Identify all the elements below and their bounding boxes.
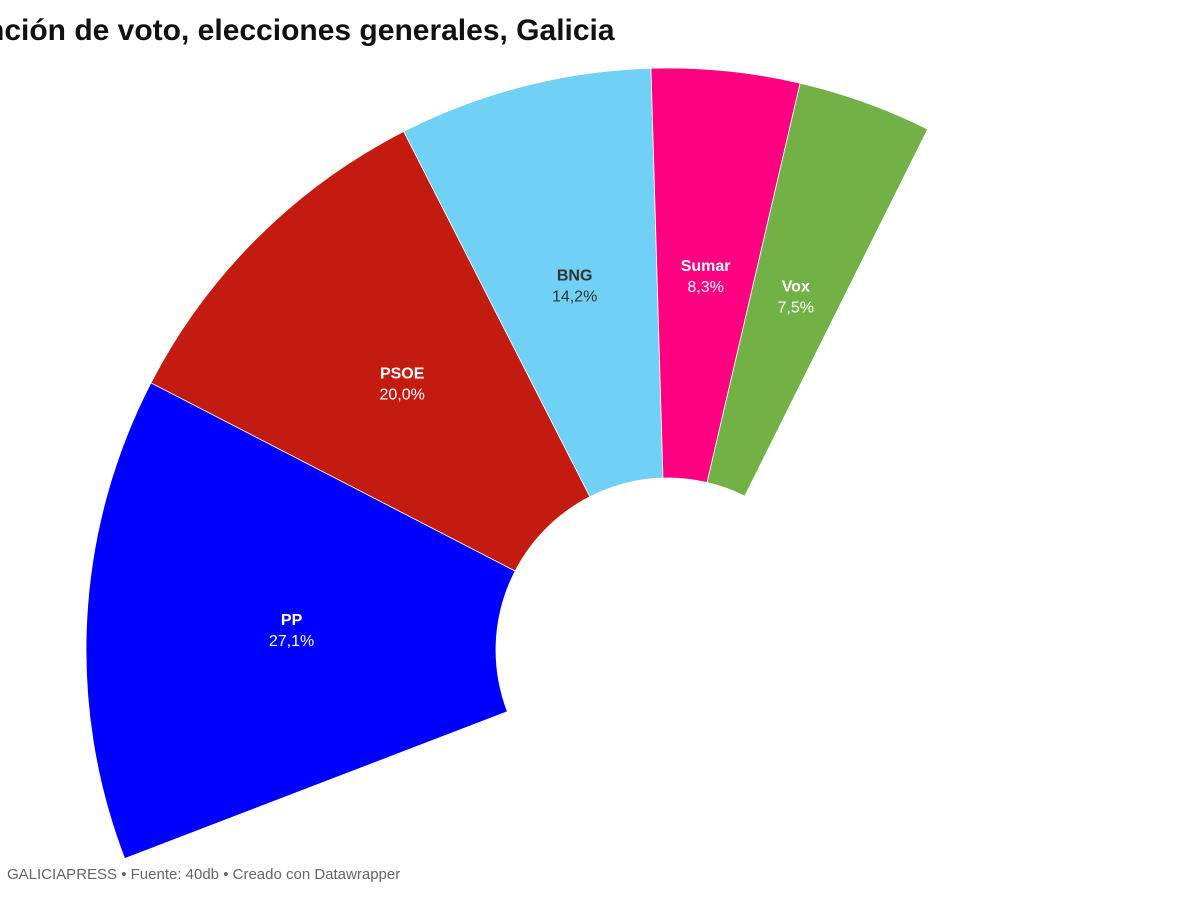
slice-value-pp: 27,1% (269, 633, 314, 650)
slice-value-psoe: 20,0% (379, 387, 424, 404)
footer-source: GALICIAPRESS • Fuente: 40db (7, 866, 220, 883)
slice-label-sumar: Sumar (681, 258, 731, 275)
footer-credit: • Creado con Datawrapper (223, 866, 401, 883)
slice-vox (706, 82, 929, 497)
slice-value-sumar: 8,3% (687, 279, 723, 296)
slice-value-vox: 7,5% (778, 299, 814, 316)
slice-value-bng: 14,2% (552, 289, 597, 306)
chart-footer: GALICIAPRESS • Fuente: 40db • Creado con… (7, 866, 400, 883)
slice-psoe (150, 130, 591, 572)
slice-label-vox: Vox (782, 278, 810, 295)
slice-bng (403, 67, 664, 498)
slice-label-psoe: PSOE (380, 366, 425, 383)
slice-label-bng: BNG (557, 268, 593, 285)
slice-pp (85, 382, 516, 860)
slice-label-pp: PP (281, 612, 303, 629)
chart-title: nción de voto, elecciones generales, Gal… (0, 14, 615, 47)
